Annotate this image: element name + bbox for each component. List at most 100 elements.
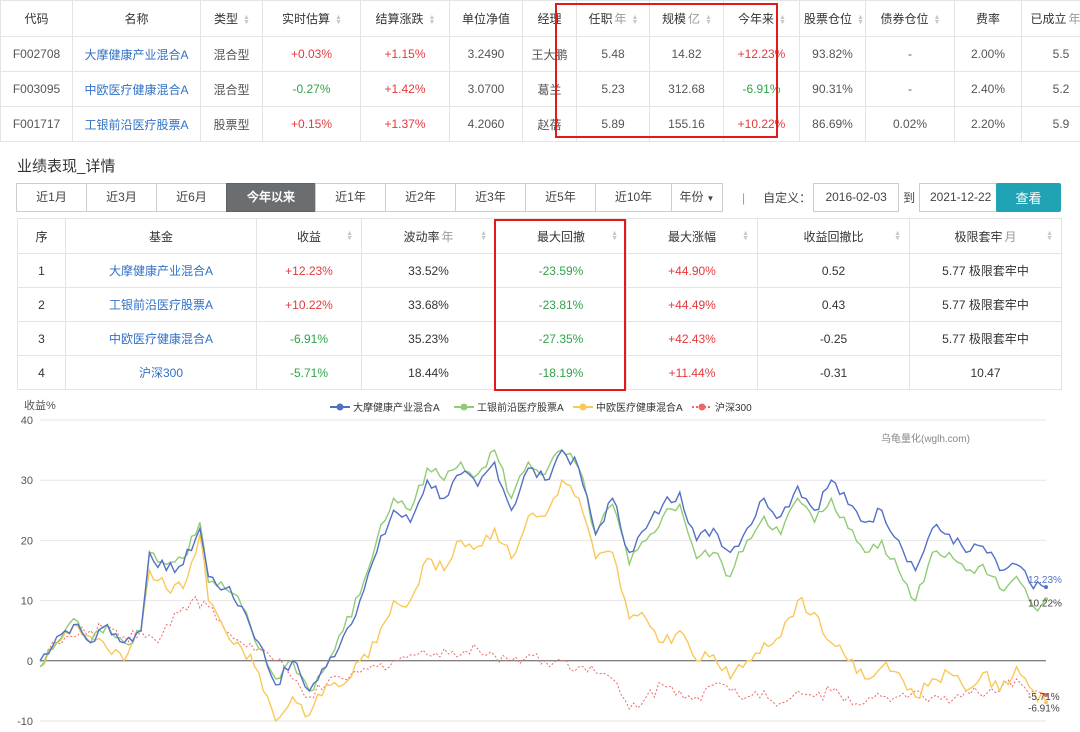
column-header[interactable]: 最大涨幅 ▲ ▼ <box>626 218 758 254</box>
range-button-label: 近5年 <box>545 190 576 204</box>
series-end-marker <box>1044 597 1048 602</box>
column-header-label: 类型 <box>213 12 238 26</box>
column-header-label: 股票仓位 <box>804 12 853 26</box>
table-cell: 赵蓓 <box>522 106 577 142</box>
table-cell: 5.77 极限套牢中 <box>909 321 1062 356</box>
column-header-label: 规模 <box>661 12 686 26</box>
range-button[interactable]: 近1月 <box>16 183 87 212</box>
fund-name-link[interactable]: 大摩健康产业混合A <box>72 36 201 72</box>
column-header-label: 单位净值 <box>461 12 510 26</box>
start-date-input[interactable]: 2016-02-03 <box>813 183 900 212</box>
table-cell: +42.43% <box>626 321 758 356</box>
range-button-label: 近3月 <box>106 190 137 204</box>
sort-icon[interactable]: ▲ ▼ <box>243 13 250 26</box>
column-header-unit: 月 <box>1004 229 1017 244</box>
column-header[interactable]: 股票仓位 ▲ ▼ <box>799 0 866 37</box>
range-button[interactable]: 今年以来 <box>226 183 316 212</box>
series-end-marker <box>1044 585 1048 590</box>
sort-icon[interactable]: ▲ ▼ <box>346 230 353 242</box>
range-button[interactable]: 近6月 <box>156 183 227 212</box>
table-cell: 33.68% <box>361 287 496 322</box>
column-header[interactable]: 类型 ▲ ▼ <box>200 0 263 37</box>
sort-icon[interactable]: ▲ ▼ <box>742 230 749 242</box>
column-header[interactable]: 收益 ▲ ▼ <box>256 218 362 254</box>
column-header[interactable]: 今年来 ▲ ▼ <box>723 0 800 37</box>
range-button[interactable]: 近1年 <box>315 183 386 212</box>
column-header[interactable]: 最大回撤 ▲ ▼ <box>495 218 627 254</box>
y-tick-label: 20 <box>21 535 33 547</box>
fund-name-link[interactable]: 中欧医疗健康混合A <box>65 321 257 356</box>
table-row: F001717 工银前沿医疗股票A 股票型 +0.15% +1.37% 4.2060 赵蓓 5… <box>0 106 1080 142</box>
sort-icon[interactable]: ▲ ▼ <box>611 230 618 242</box>
perf-table-header: 序 基金 收益 ▲ ▼ 波动率年 ▲ ▼ 最大回撤 ▲ ▼ 最大涨幅 ▲ ▼ 收益回撤比 ▲ ▼ 极限套牢月 ▲ ▼ <box>17 218 1062 254</box>
fund-name-link[interactable]: 工银前沿医疗股票A <box>72 106 201 142</box>
sort-icon[interactable]: ▲ ▼ <box>857 13 864 26</box>
sort-icon[interactable]: ▲ ▼ <box>631 13 639 26</box>
fund-name-link[interactable]: 中欧医疗健康混合A <box>72 71 201 107</box>
table-cell: +0.15% <box>262 106 361 142</box>
column-header[interactable]: 波动率年 ▲ ▼ <box>361 218 496 254</box>
watermark: 乌龟量化(wglh.com) <box>881 434 970 445</box>
fund-name-link[interactable]: 大摩健康产业混合A <box>65 253 257 288</box>
fund-name-link[interactable]: 工银前沿医疗股票A <box>65 287 257 322</box>
range-button[interactable]: 年份 ▼ <box>671 183 723 212</box>
end-date-input[interactable]: 2021-12-22 <box>919 183 1003 212</box>
column-header[interactable]: 规模亿 ▲ ▼ <box>649 0 724 37</box>
column-header[interactable]: 极限套牢月 ▲ ▼ <box>909 218 1062 254</box>
column-header-unit: 亿 <box>688 12 701 26</box>
legend-marker <box>460 403 468 411</box>
table-cell: -6.91% <box>723 71 800 107</box>
column-header-label: 名称 <box>124 12 149 26</box>
column-header[interactable]: 债券仓位 ▲ ▼ <box>865 0 955 37</box>
custom-range: | 自定义： 2016-02-03 到 2021-12-22 <box>742 183 1003 212</box>
chart-legend: 大摩健康产业混合A 工银前沿医疗股票A 中欧医疗健康混合A 沪深300 <box>330 401 752 414</box>
range-button[interactable]: 近3年 <box>455 183 526 212</box>
table-cell: F003095 <box>0 71 73 107</box>
legend-marker <box>698 403 706 411</box>
range-button-label: 近1年 <box>335 190 366 204</box>
range-button[interactable]: 近5年 <box>525 183 596 212</box>
legend-item[interactable]: 大摩健康产业混合A <box>330 401 440 414</box>
range-button-label: 近1月 <box>36 190 67 204</box>
table-cell: 2.40% <box>954 71 1022 107</box>
sort-icon[interactable]: ▲ ▼ <box>894 230 901 242</box>
range-button[interactable]: 近3月 <box>86 183 157 212</box>
fund-name-link[interactable]: 沪深300 <box>65 355 257 390</box>
range-button-label: 年份 <box>679 190 704 204</box>
legend-item[interactable]: 沪深300 <box>692 401 752 414</box>
sort-icon[interactable]: ▲ ▼ <box>1046 230 1053 242</box>
table-cell: 2.20% <box>954 106 1022 142</box>
table-cell: - <box>865 71 955 107</box>
column-header[interactable]: 结算涨跌 ▲ ▼ <box>360 0 450 37</box>
table-cell: +44.49% <box>626 287 758 322</box>
column-header-label: 序 <box>35 229 48 244</box>
query-button[interactable]: 查看 <box>996 183 1061 212</box>
range-button-label: 近2年 <box>405 190 436 204</box>
table-cell: -23.59% <box>495 253 627 288</box>
table-cell: -0.31 <box>757 355 910 390</box>
column-header[interactable]: 实时估算 ▲ ▼ <box>262 0 361 37</box>
legend-item[interactable]: 中欧医疗健康混合A <box>573 401 683 414</box>
series-end-marker <box>1044 700 1048 705</box>
range-button-label: 今年以来 <box>246 190 295 204</box>
section-title: 业绩表现_详情 <box>17 158 116 175</box>
sort-icon[interactable]: ▲ ▼ <box>933 13 941 26</box>
range-button[interactable]: 近2年 <box>385 183 456 212</box>
table-cell: 35.23% <box>361 321 496 356</box>
sort-icon[interactable]: ▲ ▼ <box>779 13 786 26</box>
column-header[interactable]: 任职年 ▲ ▼ <box>576 0 650 37</box>
table-cell: +12.23% <box>256 253 362 288</box>
y-tick-label: 0 <box>27 656 33 668</box>
legend-item[interactable]: 工银前沿医疗股票A <box>454 401 564 414</box>
legend-marker <box>336 403 344 411</box>
range-button[interactable]: 近10年 <box>595 183 672 212</box>
sort-icon[interactable]: ▲ ▼ <box>705 13 712 26</box>
sort-icon[interactable]: ▲ ▼ <box>428 13 436 26</box>
table-cell: 4.2060 <box>449 106 523 142</box>
column-header[interactable]: 收益回撤比 ▲ ▼ <box>757 218 910 254</box>
series-end-label: 10.22% <box>1028 598 1062 609</box>
sort-icon[interactable]: ▲ ▼ <box>335 13 342 26</box>
sort-icon[interactable]: ▲ ▼ <box>480 230 487 242</box>
column-header: 代码 <box>0 0 73 37</box>
